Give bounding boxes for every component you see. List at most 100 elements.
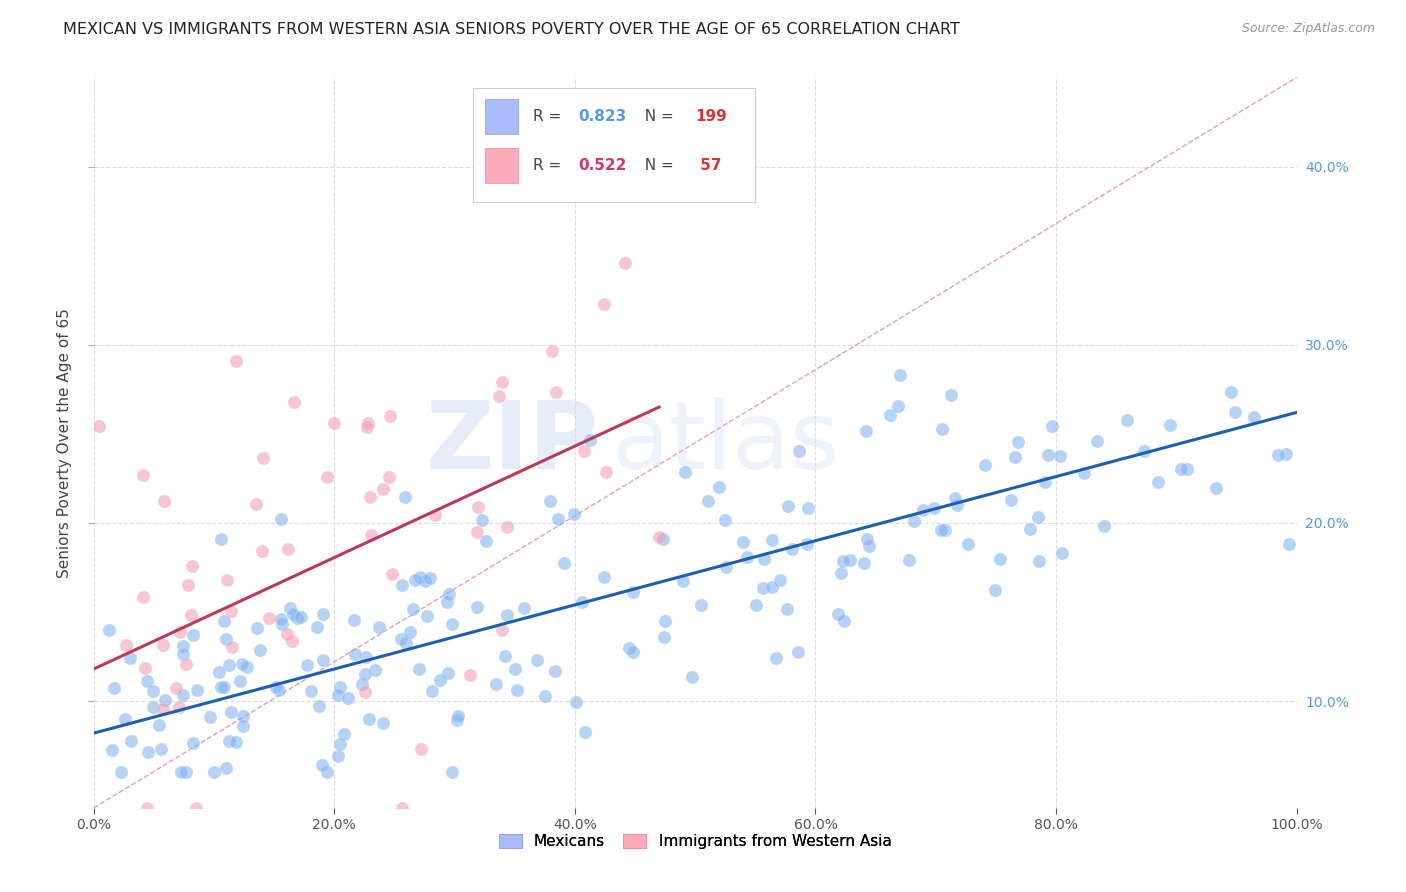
- Point: [285, 610, 308, 624]
- Point: [368, 619, 391, 633]
- Point: [467, 500, 489, 515]
- Point: [229, 674, 252, 689]
- Point: [371, 482, 394, 496]
- Point: [225, 735, 247, 749]
- Point: [380, 409, 402, 424]
- Point: [796, 500, 818, 515]
- Point: [1073, 466, 1095, 480]
- Point: [269, 682, 291, 697]
- Point: [465, 600, 488, 615]
- Point: [780, 542, 803, 557]
- Point: [946, 498, 969, 512]
- Point: [354, 667, 377, 681]
- Point: [506, 683, 529, 698]
- Point: [1132, 444, 1154, 458]
- FancyBboxPatch shape: [472, 88, 755, 202]
- Text: R =: R =: [533, 109, 565, 124]
- Point: [413, 574, 436, 588]
- Point: [1007, 435, 1029, 450]
- Point: [924, 500, 946, 515]
- Point: [494, 648, 516, 663]
- Point: [271, 617, 294, 632]
- Point: [352, 677, 374, 691]
- Point: [212, 681, 235, 695]
- Point: [209, 680, 232, 694]
- Point: [1004, 450, 1026, 464]
- Point: [436, 665, 458, 680]
- Point: [152, 702, 174, 716]
- Point: [356, 419, 378, 434]
- Point: [617, 640, 640, 655]
- Point: [394, 490, 416, 504]
- Point: [360, 527, 382, 541]
- Legend: Mexicans, Immigrants from Western Asia: Mexicans, Immigrants from Western Asia: [492, 828, 897, 855]
- Point: [1085, 434, 1108, 448]
- Point: [277, 541, 299, 556]
- Point: [491, 375, 513, 389]
- Text: 0.522: 0.522: [578, 158, 627, 173]
- Point: [398, 624, 420, 639]
- Point: [574, 725, 596, 739]
- Point: [776, 499, 799, 513]
- Point: [357, 712, 380, 726]
- Point: [1159, 417, 1181, 432]
- Point: [1175, 462, 1198, 476]
- Point: [943, 491, 966, 506]
- Point: [218, 657, 240, 672]
- Point: [337, 690, 360, 705]
- Point: [135, 673, 157, 688]
- Point: [441, 617, 464, 632]
- Point: [172, 647, 194, 661]
- Point: [221, 640, 243, 654]
- Point: [381, 566, 404, 581]
- Point: [172, 639, 194, 653]
- Point: [1092, 519, 1115, 533]
- Point: [503, 663, 526, 677]
- Point: [934, 523, 956, 537]
- Point: [170, 765, 193, 780]
- Point: [475, 533, 498, 548]
- Point: [681, 670, 703, 684]
- Point: [931, 422, 953, 436]
- Point: [429, 673, 451, 687]
- Point: [290, 610, 312, 624]
- Point: [839, 553, 862, 567]
- Point: [714, 513, 737, 527]
- Point: [855, 424, 877, 438]
- Point: [420, 684, 443, 698]
- Point: [131, 590, 153, 604]
- Point: [485, 676, 508, 690]
- Point: [132, 467, 155, 482]
- Point: [184, 801, 207, 815]
- Point: [654, 614, 676, 628]
- Point: [957, 537, 980, 551]
- Point: [232, 718, 254, 732]
- Point: [218, 734, 240, 748]
- Point: [150, 741, 173, 756]
- Point: [419, 571, 441, 585]
- Point: [652, 533, 675, 547]
- Point: [1205, 481, 1227, 495]
- Point: [295, 657, 318, 672]
- Point: [1243, 409, 1265, 424]
- FancyBboxPatch shape: [485, 147, 519, 183]
- Point: [889, 368, 911, 382]
- Point: [858, 539, 880, 553]
- Point: [181, 559, 204, 574]
- Point: [1147, 475, 1170, 489]
- Point: [257, 611, 280, 625]
- FancyBboxPatch shape: [485, 99, 519, 134]
- Point: [595, 465, 617, 479]
- Point: [1277, 537, 1299, 551]
- Point: [391, 801, 413, 815]
- Point: [534, 689, 557, 703]
- Point: [364, 663, 387, 677]
- Point: [198, 710, 221, 724]
- Point: [252, 450, 274, 465]
- Point: [169, 625, 191, 640]
- Point: [690, 598, 713, 612]
- Point: [898, 553, 921, 567]
- Point: [1116, 412, 1139, 426]
- Point: [344, 647, 367, 661]
- Point: [312, 653, 335, 667]
